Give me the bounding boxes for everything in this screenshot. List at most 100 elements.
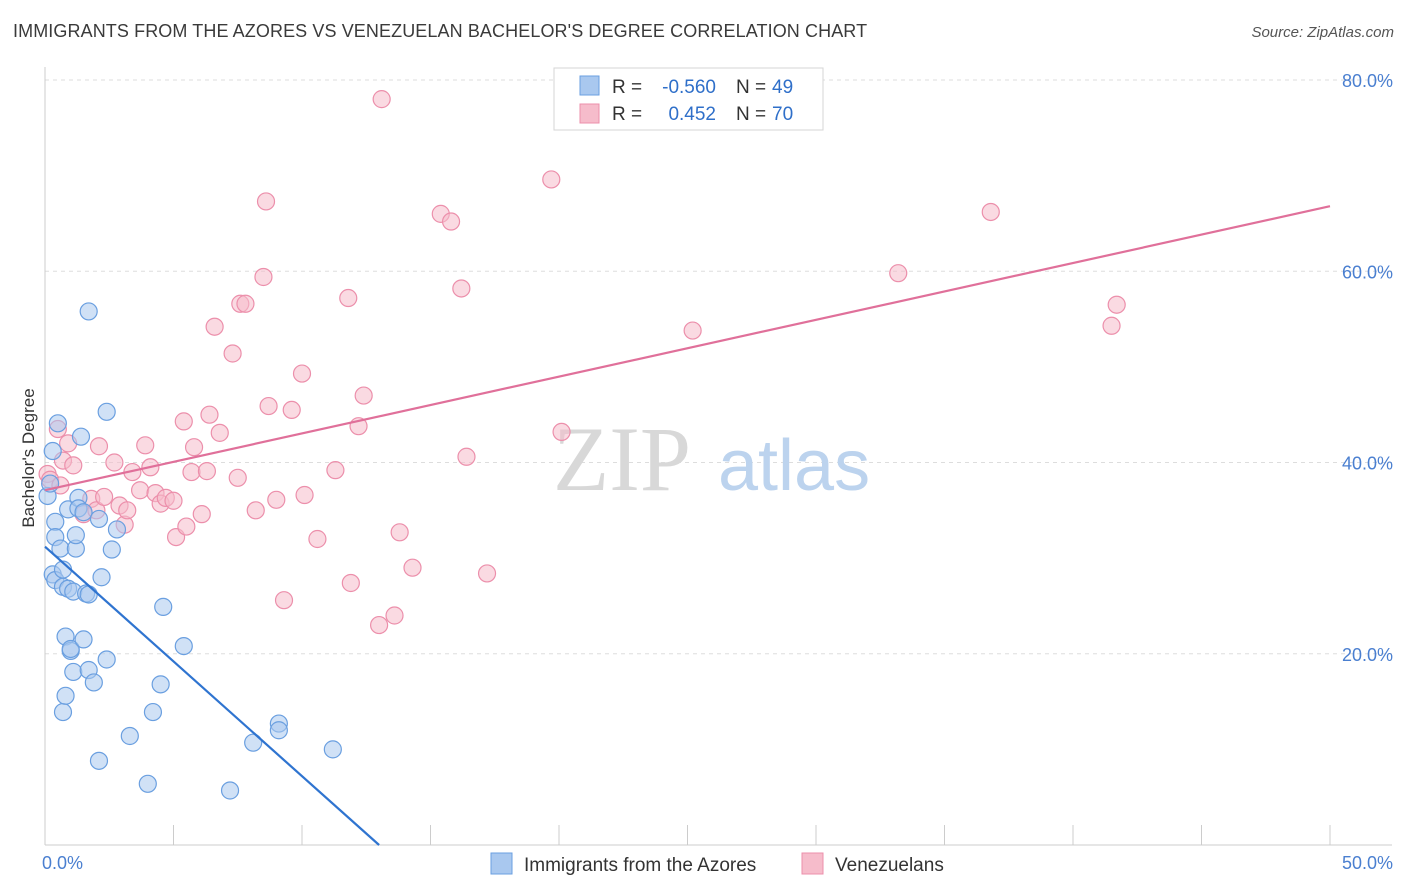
azores-point xyxy=(220,781,240,800)
venezuelans-point xyxy=(457,447,476,466)
y-tick-label-60: 60.0% xyxy=(1342,262,1393,282)
azores-point xyxy=(244,733,263,752)
venezuelans-point xyxy=(452,279,471,298)
venezuelans-point xyxy=(341,573,360,593)
y-tick-labels: 20.0% 40.0% 60.0% 80.0% xyxy=(1342,71,1393,665)
series-legend: Immigrants from the Azores Venezuelans xyxy=(490,852,944,876)
azores-point xyxy=(84,673,103,692)
bottom-legend-label-venezuelans: Venezuelans xyxy=(835,855,944,876)
venezuelans-point xyxy=(339,288,358,308)
venezuelans-point xyxy=(64,456,83,475)
venezuelans-point xyxy=(259,396,278,416)
venezuelans-point xyxy=(326,461,345,480)
legend-n-label-2: N = xyxy=(736,104,766,125)
y-tick-label-80: 80.0% xyxy=(1342,71,1393,91)
azores-point xyxy=(143,702,163,722)
azores-point xyxy=(53,702,73,722)
venezuelans-trend-line xyxy=(44,205,1331,492)
x-tick-label-min: 0.0% xyxy=(42,853,83,873)
venezuelans-point xyxy=(210,423,229,442)
azores-points xyxy=(38,302,342,800)
azores-point xyxy=(74,630,93,649)
venezuelans-point xyxy=(177,517,196,536)
y-tick-label-40: 40.0% xyxy=(1342,454,1393,474)
azores-point xyxy=(97,650,116,669)
legend-swatch-venezuelans xyxy=(579,103,600,124)
y-tick-label-20: 20.0% xyxy=(1342,645,1393,665)
azores-point xyxy=(74,503,93,522)
venezuelans-point xyxy=(295,485,314,505)
azores-point xyxy=(102,540,121,559)
venezuelans-point xyxy=(552,422,571,441)
venezuelans-point xyxy=(683,321,702,340)
azores-point xyxy=(66,526,85,545)
azores-point xyxy=(46,512,65,531)
trend-lines xyxy=(44,205,1331,846)
azores-point xyxy=(79,585,98,604)
venezuelans-point xyxy=(267,490,286,509)
venezuelans-point xyxy=(136,436,155,455)
legend-n-label-1: N = xyxy=(736,77,766,98)
venezuelans-point xyxy=(441,212,461,231)
axes xyxy=(44,67,1392,846)
azores-point xyxy=(138,774,157,793)
venezuelans-point xyxy=(223,344,242,363)
venezuelans-point xyxy=(205,317,224,336)
azores-point xyxy=(89,751,109,770)
venezuelans-point xyxy=(292,364,312,383)
x-tick-label-max: 50.0% xyxy=(1342,853,1393,873)
venezuelans-point xyxy=(370,615,389,635)
chart-title: IMMIGRANTS FROM THE AZORES VS VENEZUELAN… xyxy=(13,21,868,41)
azores-point xyxy=(120,726,139,746)
venezuelans-point xyxy=(246,501,265,520)
bottom-legend-swatch-venezuelans xyxy=(801,852,824,875)
azores-point xyxy=(174,636,193,656)
legend-r-value-2: 0.452 xyxy=(668,104,716,125)
azores-point xyxy=(79,302,98,321)
venezuelans-point xyxy=(256,192,276,211)
legend-n-value-1: 49 xyxy=(772,77,793,98)
azores-point xyxy=(48,414,67,433)
venezuelans-point xyxy=(130,481,150,500)
watermark-atlas: atlas xyxy=(718,426,870,506)
azores-point xyxy=(64,662,83,682)
venezuelans-point xyxy=(542,170,561,189)
azores-trend-line xyxy=(44,545,380,846)
azores-point xyxy=(154,597,173,616)
venezuelans-point xyxy=(385,606,404,625)
venezuelans-point xyxy=(282,400,301,420)
legend-r-label-1: R = xyxy=(612,77,642,98)
azores-point xyxy=(269,721,288,740)
bottom-legend-label-azores: Immigrants from the Azores xyxy=(524,855,756,876)
venezuelans-point xyxy=(95,487,114,507)
legend-swatch-azores xyxy=(579,75,600,96)
venezuelans-point xyxy=(981,202,1000,222)
venezuelans-point xyxy=(274,591,294,610)
x-tick-labels: 0.0% 50.0% xyxy=(42,853,1393,873)
venezuelans-point xyxy=(889,264,908,283)
venezuelans-point xyxy=(403,558,422,577)
source-label: Source: ZipAtlas.com xyxy=(1251,24,1394,41)
azores-point xyxy=(61,639,80,659)
venezuelans-point xyxy=(236,294,255,313)
azores-point xyxy=(71,427,91,446)
venezuelans-point xyxy=(184,438,204,457)
venezuelans-point xyxy=(390,523,409,542)
azores-point xyxy=(56,686,75,705)
venezuelans-point xyxy=(105,453,124,472)
bottom-legend-swatch-azores xyxy=(490,852,513,875)
venezuelans-point xyxy=(477,564,497,583)
venezuelans-point xyxy=(174,412,193,431)
venezuelans-point xyxy=(254,267,273,287)
legend-r-label-2: R = xyxy=(612,104,642,125)
grid xyxy=(45,79,1392,655)
azores-point xyxy=(107,520,127,539)
venezuelans-points xyxy=(38,90,1126,635)
venezuelans-point xyxy=(354,386,373,405)
azores-point xyxy=(97,402,116,421)
azores-point xyxy=(43,441,62,461)
azores-point xyxy=(151,675,170,694)
venezuelans-point xyxy=(89,437,109,456)
y-axis-title: Bachelor's Degree xyxy=(19,388,38,527)
